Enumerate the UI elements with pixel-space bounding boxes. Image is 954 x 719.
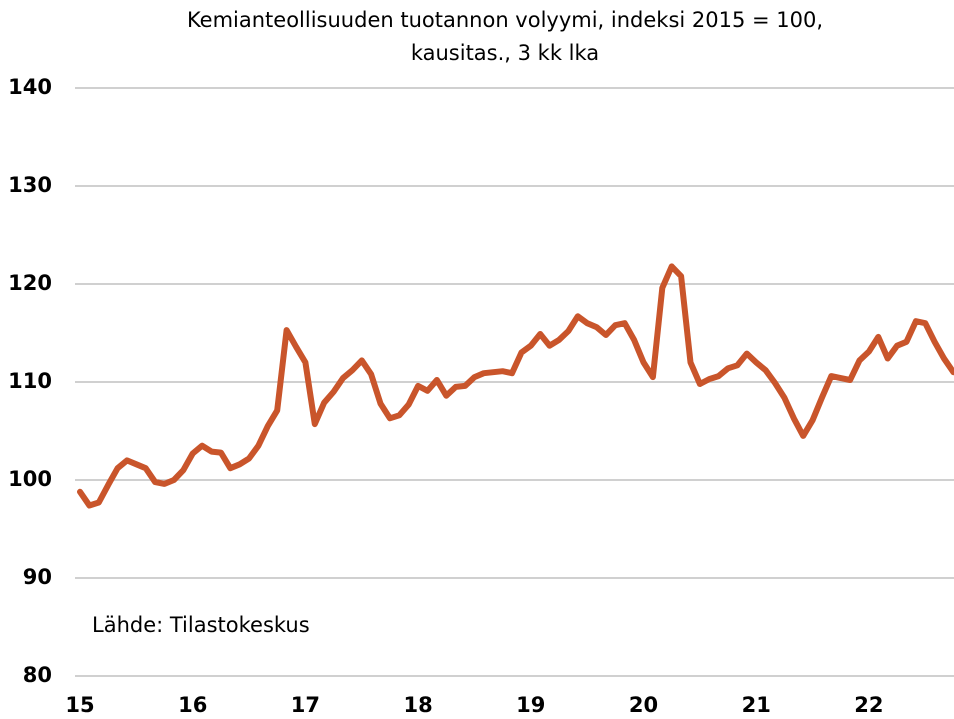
x-tick-label: 21 [742, 693, 771, 717]
x-tick-label: 22 [854, 693, 883, 717]
y-tick-label: 80 [23, 663, 52, 687]
x-tick-label: 15 [65, 693, 94, 717]
source-note: Lähde: Tilastokeskus [92, 613, 310, 637]
y-tick-label: 110 [8, 369, 52, 393]
chart-title: Kemianteollisuuden tuotannon volyymi, in… [186, 8, 824, 65]
y-tick-label: 90 [23, 565, 52, 589]
x-tick-label: 18 [403, 693, 432, 717]
x-tick-label: 20 [629, 693, 658, 717]
y-tick-label: 100 [8, 467, 52, 491]
x-tick-label: 17 [291, 693, 320, 717]
y-tick-label: 120 [8, 271, 52, 295]
x-tick-label: 16 [178, 693, 207, 717]
data-line [77, 263, 954, 509]
x-tick-label: 19 [516, 693, 545, 717]
y-tick-label: 130 [8, 173, 52, 197]
y-tick-label: 140 [8, 75, 52, 99]
